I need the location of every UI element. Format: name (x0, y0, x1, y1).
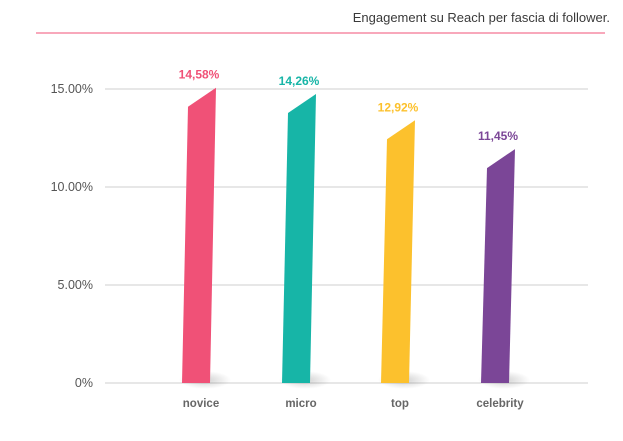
data-label: 14,26% (279, 74, 320, 88)
x-category-label: micro (285, 398, 316, 410)
y-axis-ticks: 0% 5.00% 10.00% 15.00% (51, 82, 93, 390)
y-tick-label: 0% (75, 376, 93, 390)
bars: 14,58% 14,26% 12,92% 11,45% (179, 68, 530, 389)
data-label: 14,58% (179, 68, 220, 82)
bar-celebrity (481, 149, 515, 383)
bar-micro (282, 94, 316, 383)
x-category-label: top (391, 398, 409, 410)
bar-top (381, 120, 415, 383)
chart-title: Engagement su Reach per fascia di follow… (353, 10, 610, 25)
data-label: 12,92% (378, 100, 419, 114)
y-tick-label: 15.00% (51, 82, 93, 96)
x-category-label: celebrity (476, 398, 524, 410)
x-category-label: novice (183, 398, 219, 410)
x-axis-categories: novice micro top celebrity (183, 398, 524, 410)
data-label: 11,45% (478, 129, 518, 143)
bar-novice (182, 87, 216, 384)
y-tick-label: 5.00% (58, 278, 93, 292)
y-tick-label: 10.00% (51, 180, 93, 194)
